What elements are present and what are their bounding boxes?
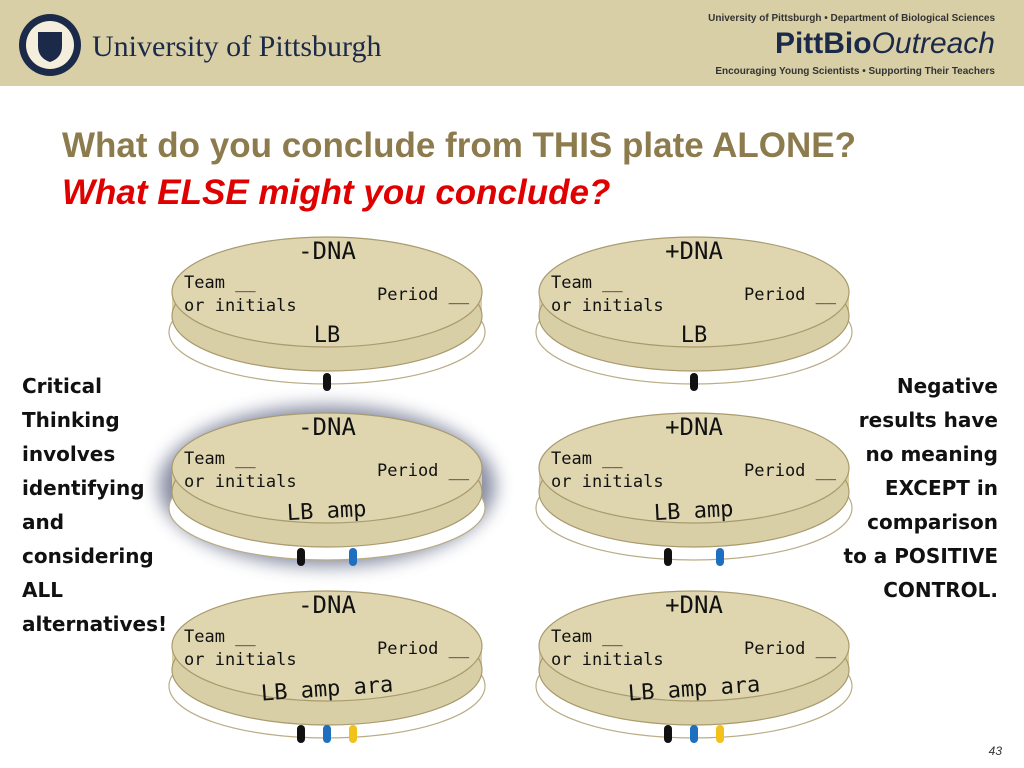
marker-dot	[690, 373, 698, 391]
marker-dot	[716, 548, 724, 566]
team-label: Team __	[551, 273, 623, 293]
period-label: Period __	[744, 285, 837, 305]
period-label: Period __	[744, 461, 837, 481]
plate-top	[171, 236, 483, 348]
team-label: Team __	[551, 449, 623, 469]
plate: +DNA Team __or initials Period __ LB amp	[535, 412, 853, 566]
left-note-line: Critical	[22, 374, 102, 398]
left-note-line: involves	[22, 442, 115, 466]
notes: Critical Thinking involves identifying and co…	[22, 374, 998, 636]
plate-top	[171, 590, 483, 702]
marker-dot	[323, 373, 331, 391]
right-note-line: Negative	[897, 374, 998, 398]
program-name: PittBioOutreach	[775, 27, 995, 60]
period-label: Period __	[377, 285, 470, 305]
plate-top	[538, 412, 850, 524]
team-label: Team __	[184, 273, 256, 293]
medium-label: LB amp	[286, 497, 367, 526]
marker-dot	[297, 548, 305, 566]
plate: -DNA Team __or initials Period __ LB	[168, 236, 486, 391]
medium-label: LB	[314, 323, 341, 348]
university-name: University of Pittsburgh	[92, 30, 381, 63]
initials-label: or initials	[551, 472, 664, 492]
dna-label: +DNA	[665, 591, 723, 619]
team-label: Team __	[184, 449, 256, 469]
marker-dot	[323, 725, 331, 743]
medium-label: LB	[681, 323, 708, 348]
plate-top	[171, 412, 483, 524]
dna-label: -DNA	[298, 591, 356, 619]
tagline: Encouraging Young Scientists • Supportin…	[715, 66, 995, 77]
marker-dot	[664, 725, 672, 743]
team-label: Team __	[184, 627, 256, 647]
right-note-line: to a POSITIVE	[844, 544, 998, 568]
right-note-line: no meaning	[866, 442, 999, 466]
seal	[19, 14, 81, 76]
program-b: Outreach	[872, 27, 995, 60]
left-note-line: alternatives!	[22, 612, 167, 636]
plate: -DNA Team __or initials Period __ LB amp	[159, 406, 495, 566]
marker-dot	[716, 725, 724, 743]
marker-dot	[349, 725, 357, 743]
medium-label: LB amp	[653, 497, 734, 526]
left-note-line: considering	[22, 544, 154, 568]
team-label: Team __	[551, 627, 623, 647]
header-band	[0, 0, 1024, 86]
title-line2: What ELSE might you conclude?	[62, 173, 610, 212]
dna-label: -DNA	[298, 237, 356, 265]
right-note-line: CONTROL.	[883, 578, 998, 602]
right-note-line: comparison	[867, 510, 998, 534]
marker-dot	[349, 548, 357, 566]
initials-label: or initials	[551, 296, 664, 316]
title-line1: What do you conclude from THIS plate ALO…	[62, 126, 856, 165]
period-label: Period __	[377, 639, 470, 659]
initials-label: or initials	[551, 650, 664, 670]
period-label: Period __	[744, 639, 837, 659]
dna-label: +DNA	[665, 237, 723, 265]
marker-dot	[690, 725, 698, 743]
initials-label: or initials	[184, 296, 297, 316]
right-note-line: EXCEPT in	[885, 476, 998, 500]
dna-label: -DNA	[298, 413, 356, 441]
left-note-line: and	[22, 510, 64, 534]
left-note-line: Thinking	[22, 408, 120, 432]
plate: +DNA Team __or initials Period __ LB	[535, 236, 853, 391]
plate-top	[538, 236, 850, 348]
marker-dot	[664, 548, 672, 566]
initials-label: or initials	[184, 650, 297, 670]
dna-label: +DNA	[665, 413, 723, 441]
initials-label: or initials	[184, 472, 297, 492]
page-number: 43	[989, 744, 1003, 758]
left-note-line: ALL	[22, 578, 63, 602]
left-note-line: identifying	[22, 476, 145, 500]
department: University of Pittsburgh • Department of…	[708, 13, 995, 24]
period-label: Period __	[377, 461, 470, 481]
program-a: PittBio	[775, 27, 872, 60]
right-note-line: results have	[859, 408, 998, 432]
plate-top	[538, 590, 850, 702]
marker-dot	[297, 725, 305, 743]
